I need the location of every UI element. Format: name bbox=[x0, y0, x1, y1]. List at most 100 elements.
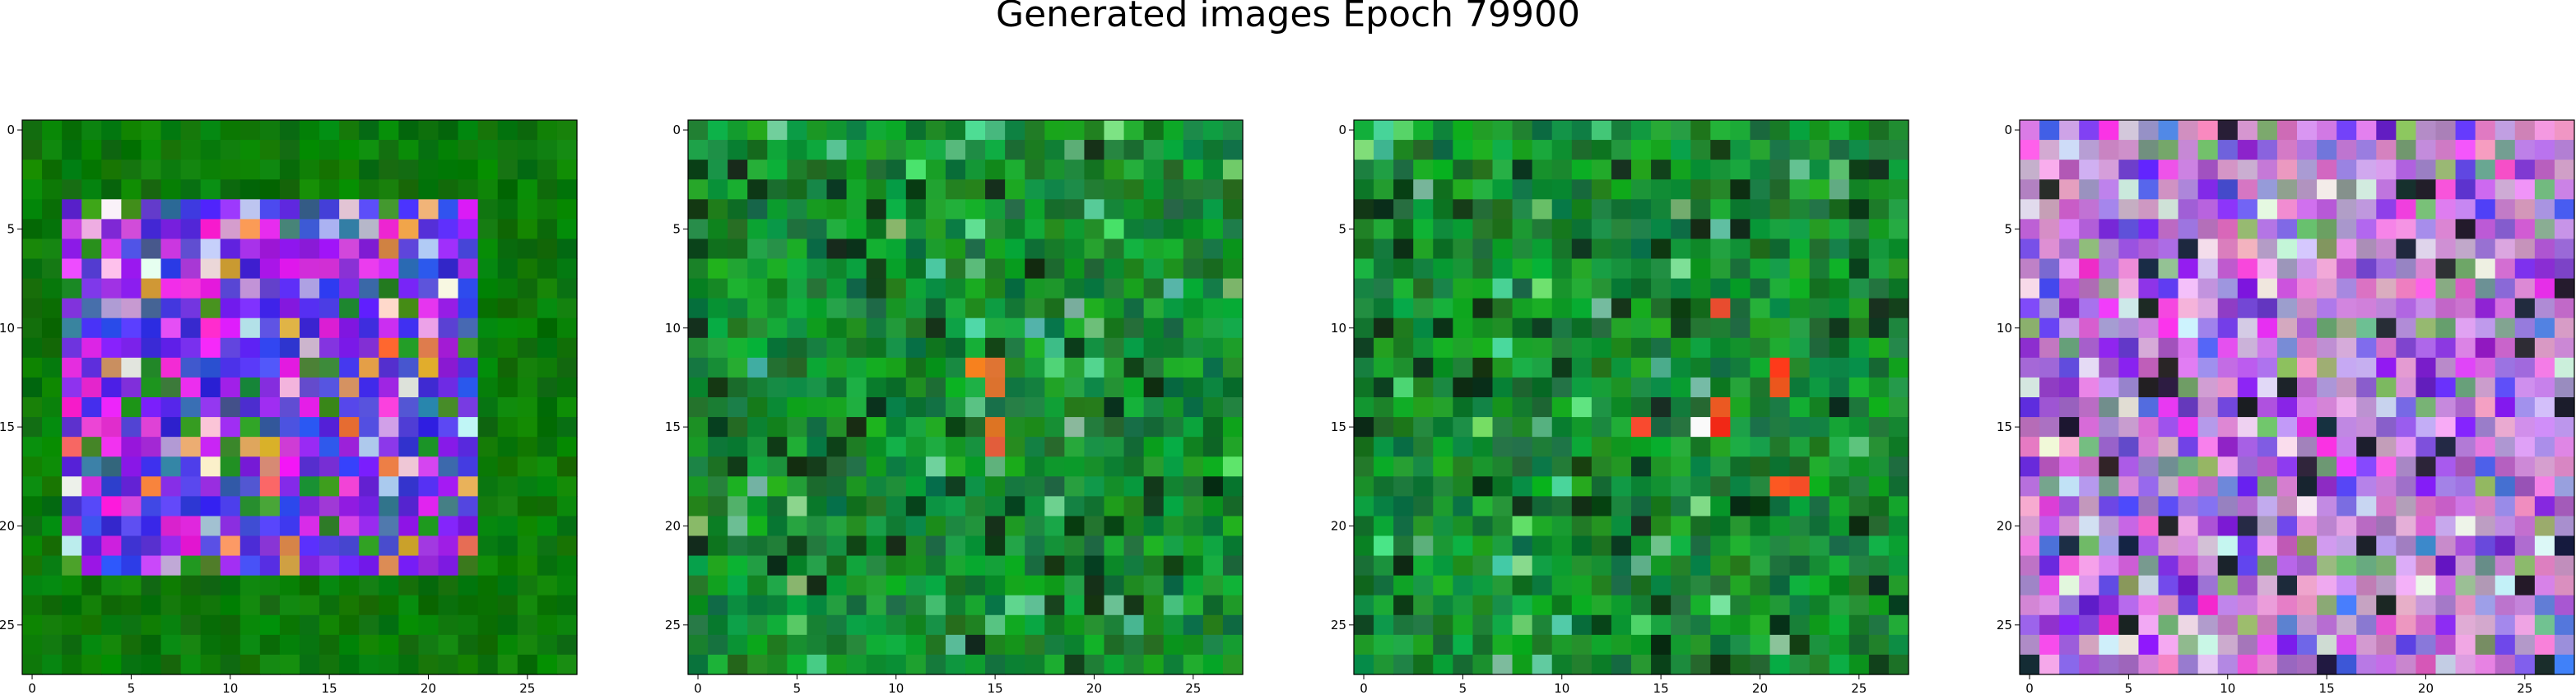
pixel-cell bbox=[62, 199, 82, 220]
pixel-cell bbox=[2257, 555, 2278, 577]
pixel-cell bbox=[418, 437, 439, 457]
pixel-cell bbox=[2317, 555, 2337, 577]
pixel-cell bbox=[2020, 258, 2040, 280]
pixel-cell bbox=[787, 437, 808, 457]
pixel-cell bbox=[807, 219, 828, 240]
pixel-cell bbox=[1492, 476, 1514, 497]
pixel-cell bbox=[2118, 614, 2140, 636]
pixel-cell bbox=[537, 219, 558, 240]
pixel-cell bbox=[1433, 239, 1453, 260]
pixel-cell bbox=[985, 476, 1006, 497]
pixel-cell bbox=[141, 575, 162, 596]
pixel-cell bbox=[826, 160, 848, 180]
pixel-cell bbox=[2376, 614, 2397, 636]
pixel-cell bbox=[1730, 634, 1751, 656]
pixel-cell bbox=[2356, 417, 2377, 438]
pixel-cell bbox=[2237, 317, 2258, 339]
pixel-cell bbox=[2435, 278, 2457, 299]
pixel-cell bbox=[279, 239, 300, 260]
pixel-cell bbox=[1611, 634, 1632, 656]
pixel-cell bbox=[438, 337, 459, 359]
y-tick-label: 0 bbox=[1338, 123, 1346, 137]
pixel-cell bbox=[2317, 456, 2337, 477]
pixel-cell bbox=[180, 595, 202, 616]
pixel-cell bbox=[2317, 278, 2337, 299]
pixel-cell bbox=[160, 298, 182, 319]
pixel-cell bbox=[239, 160, 261, 180]
pixel-cell bbox=[1551, 456, 1573, 477]
pixel-cell bbox=[2118, 258, 2140, 280]
pixel-cell bbox=[239, 516, 261, 537]
pixel-cell bbox=[826, 337, 848, 359]
pixel-cell bbox=[259, 140, 281, 160]
pixel-cell bbox=[1789, 654, 1811, 675]
pixel-cell bbox=[2514, 239, 2536, 260]
pixel-cell bbox=[2396, 120, 2417, 141]
pixel-cell bbox=[1025, 614, 1045, 636]
pixel-cell bbox=[826, 476, 848, 497]
pixel-cell bbox=[2514, 160, 2536, 180]
pixel-cell bbox=[300, 634, 320, 656]
pixel-cell bbox=[2356, 120, 2377, 141]
pixel-cell bbox=[339, 476, 360, 497]
pixel-cell bbox=[905, 614, 927, 636]
pixel-cell bbox=[2297, 160, 2318, 180]
pixel-cell bbox=[2534, 239, 2555, 260]
pixel-cell bbox=[556, 140, 578, 160]
pixel-cell bbox=[1044, 595, 1065, 616]
pixel-cell bbox=[2118, 160, 2140, 180]
pixel-cell bbox=[1413, 298, 1434, 319]
pixel-cell bbox=[517, 516, 538, 537]
pixel-cell bbox=[1571, 199, 1593, 220]
pixel-cell bbox=[688, 317, 709, 339]
pixel-cell bbox=[1472, 357, 1494, 378]
pixel-cell bbox=[2158, 555, 2179, 577]
pixel-cell bbox=[1143, 179, 1165, 200]
pixel-cell bbox=[2118, 535, 2140, 557]
pixel-cell bbox=[141, 140, 162, 160]
pixel-cell bbox=[1084, 298, 1105, 319]
pixel-cell bbox=[2356, 575, 2377, 596]
pixel-cell bbox=[180, 219, 202, 240]
pixel-cell bbox=[1183, 417, 1204, 438]
pixel-cell bbox=[379, 317, 399, 339]
pixel-cell bbox=[1868, 258, 1890, 280]
pixel-cell bbox=[101, 337, 122, 359]
pixel-cell bbox=[300, 298, 320, 319]
pixel-cell bbox=[767, 298, 788, 319]
pixel-cell bbox=[2217, 496, 2239, 517]
pixel-cell bbox=[1492, 199, 1514, 220]
y-tick-label: 15 bbox=[665, 419, 681, 434]
pixel-cell bbox=[2257, 179, 2278, 200]
pixel-cell bbox=[62, 575, 82, 596]
pixel-cell bbox=[1532, 516, 1553, 537]
pixel-cell bbox=[200, 337, 221, 359]
pixel-cell bbox=[1025, 456, 1045, 477]
pixel-cell bbox=[438, 179, 459, 200]
pixel-cell bbox=[1084, 120, 1105, 141]
pixel-cell bbox=[497, 476, 518, 497]
pixel-cell bbox=[1690, 199, 1711, 220]
figure-title: Generated images Epoch 79900 bbox=[995, 0, 1581, 35]
pixel-cell bbox=[497, 258, 518, 280]
pixel-cell bbox=[2495, 575, 2516, 596]
pixel-cell bbox=[2435, 337, 2457, 359]
pixel-cell bbox=[121, 417, 142, 438]
pixel-cell bbox=[1064, 595, 1086, 616]
pixel-cell bbox=[259, 595, 281, 616]
pixel-cell bbox=[379, 298, 399, 319]
pixel-cell bbox=[180, 456, 202, 477]
pixel-cell bbox=[1710, 634, 1731, 656]
pixel-cell bbox=[81, 417, 102, 438]
pixel-cell bbox=[2020, 614, 2040, 636]
pixel-cell bbox=[2554, 456, 2575, 477]
pixel-cell bbox=[1104, 516, 1125, 537]
pixel-cell bbox=[537, 437, 558, 457]
pixel-cell bbox=[826, 140, 848, 160]
pixel-cell bbox=[1809, 654, 1830, 675]
pixel-cell bbox=[1222, 437, 1244, 457]
pixel-cell bbox=[2059, 199, 2080, 220]
pixel-cell bbox=[1532, 377, 1553, 398]
pixel-cell bbox=[537, 555, 558, 577]
